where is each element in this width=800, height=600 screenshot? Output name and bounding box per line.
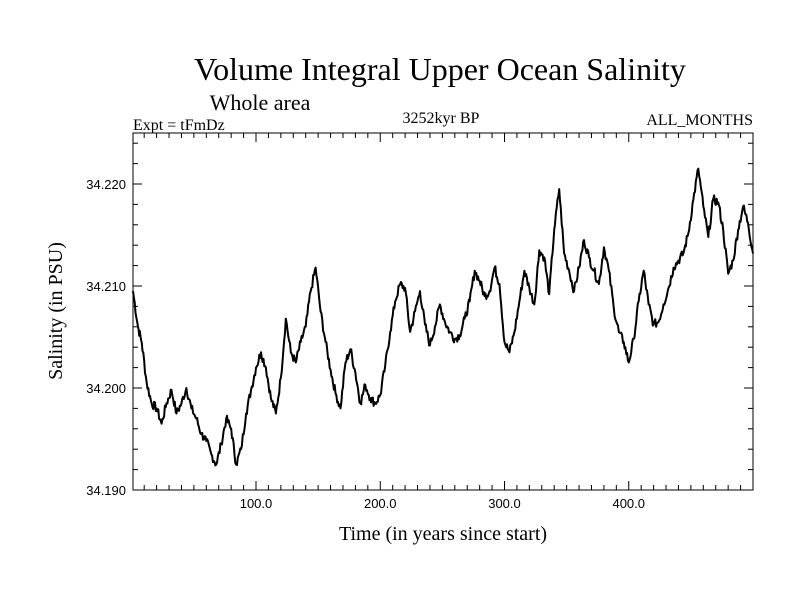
period-label: 3252kyr BP	[403, 110, 480, 127]
y-tick-label: 34.220	[86, 177, 126, 192]
chart-title: Volume Integral Upper Ocean Salinity	[194, 51, 686, 87]
x-tick-label: 200.0	[364, 496, 397, 511]
experiment-label: Expt = tFmDz	[133, 117, 225, 134]
axis-tick-labels: 100.0 200.0 300.0 400.0 34.190 34.200 34.210 34…	[86, 177, 645, 511]
x-tick-label: 400.0	[612, 496, 645, 511]
y-tick-label: 34.190	[86, 483, 126, 498]
x-axis-label: Time (in years since start)	[339, 523, 547, 545]
x-tick-label: 300.0	[488, 496, 521, 511]
months-label: ALL_MONTHS	[646, 112, 753, 129]
salinity-series-line	[132, 167, 754, 467]
chart-subtitle: Whole area	[210, 90, 311, 115]
axis-ticks	[133, 133, 753, 491]
y-axis-label: Salinity (in PSU)	[45, 242, 67, 380]
x-tick-label: 100.0	[240, 496, 273, 511]
y-tick-label: 34.210	[86, 279, 126, 294]
y-tick-label: 34.200	[86, 381, 126, 396]
plot-frame	[132, 132, 754, 491]
